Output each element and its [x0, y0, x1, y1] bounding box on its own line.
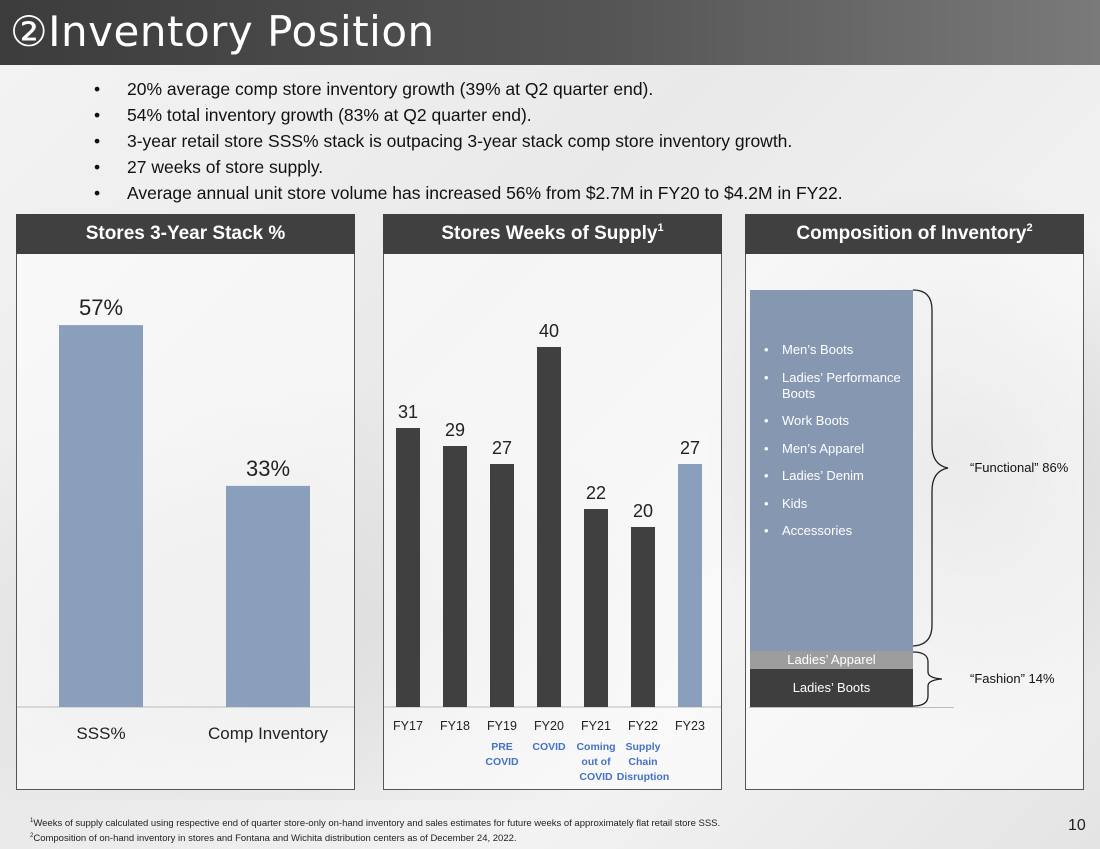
bar-fy22: [631, 527, 655, 707]
functional-brace-icon: [912, 289, 949, 647]
annotation-fy20-0: COVID: [532, 741, 566, 753]
category-label-fy22: FY22: [628, 719, 658, 733]
data-label-fy21: 22: [586, 483, 606, 503]
annotation-fy22-1: Chain: [628, 756, 657, 768]
brace-brackets: [912, 289, 949, 707]
annotation-fy22-2: Disruption: [617, 771, 670, 783]
category-label-0: SSS%: [76, 724, 125, 743]
fashion-brace-icon: [912, 651, 943, 707]
title-bar: ②Inventory Position: [0, 0, 1100, 65]
data-label-1: 33%: [246, 456, 290, 481]
category-label-1: Comp Inventory: [208, 724, 328, 743]
functional-segment: Men’s Boots Ladies’ Performance Boots Wo…: [750, 290, 913, 651]
annotation-fy22-0: Supply: [625, 741, 660, 753]
slide-title: ②Inventory Position: [10, 7, 435, 56]
panel-stack: Stores 3-Year Stack % 57% SSS% 33% Comp Inv…: [16, 214, 355, 790]
bar-fy20: [537, 347, 561, 707]
category-label-fy21: FY21: [581, 719, 611, 733]
bar-1: [226, 485, 310, 707]
bar-0: [59, 325, 143, 707]
panel-wos-title: Stores Weeks of Supply1: [383, 214, 722, 254]
inventory-item: Ladies’ Performance Boots: [762, 370, 912, 402]
bullet-item: 54% total inventory growth (83% at Q2 qu…: [90, 102, 1090, 128]
footnote-2: 2Composition of on-hand inventory in sto…: [30, 833, 517, 845]
footnotes: 1Weeks of supply calculated using respec…: [30, 815, 930, 845]
category-label-fy18: FY18: [440, 719, 470, 733]
panel-wos-title-text: Stores Weeks of Supply: [441, 223, 658, 244]
category-label-fy20: FY20: [534, 719, 564, 733]
data-label-fy18: 29: [445, 420, 465, 440]
ladies-boots-segment: Ladies’ Boots: [750, 669, 913, 707]
bar-fy23: [678, 464, 702, 707]
composition-baseline: [749, 707, 954, 708]
bar-fy18: [443, 446, 467, 707]
inventory-item: Kids: [762, 496, 912, 512]
functional-items: Men’s Boots Ladies’ Performance Boots Wo…: [762, 342, 912, 551]
bar-fy21: [584, 509, 608, 707]
panel-composition-title-text: Composition of Inventory: [796, 223, 1027, 244]
annotation-fy21-0: Coming: [576, 741, 615, 753]
annotation-fy21-2: COVID: [579, 771, 613, 783]
data-label-fy17: 31: [398, 402, 418, 422]
footnote-ref-2: 2: [1026, 222, 1033, 234]
data-label-fy22: 20: [633, 501, 653, 521]
ladies-apparel-segment: Ladies’ Apparel: [750, 651, 913, 669]
fashion-share-label: “Fashion” 14%: [970, 671, 1055, 686]
inventory-item: Work Boots: [762, 413, 912, 429]
data-label-fy19: 27: [492, 438, 512, 458]
bullet-item: 27 weeks of store supply.: [90, 154, 1090, 180]
data-label-fy20: 40: [539, 321, 559, 341]
data-label-0: 57%: [79, 295, 123, 320]
annotation-fy19-1: COVID: [485, 756, 519, 768]
category-label-fy23: FY23: [675, 719, 705, 733]
panel-wos: Stores Weeks of Supply1 31 FY17 29 FY18 27 FY…: [383, 214, 722, 790]
bullet-item: Average annual unit store volume has inc…: [90, 180, 1090, 206]
annotation-fy19-0: PRE: [491, 741, 513, 753]
panel-composition-title: Composition of Inventory2: [745, 214, 1084, 254]
category-label-fy19: FY19: [487, 719, 517, 733]
bullet-item: 20% average comp store inventory growth …: [90, 76, 1090, 102]
bullet-item: 3-year retail store SSS% stack is outpac…: [90, 128, 1090, 154]
page-number: 10: [1068, 817, 1086, 834]
footnote-ref-1: 1: [657, 222, 664, 234]
category-label-fy17: FY17: [393, 719, 423, 733]
functional-share-label: “Functional” 86%: [970, 460, 1069, 475]
summary-bullets: 20% average comp store inventory growth …: [90, 76, 1090, 206]
bar-fy17: [396, 428, 420, 707]
panel-stack-title: Stores 3-Year Stack %: [16, 214, 355, 254]
annotation-fy21-1: out of: [581, 756, 611, 768]
footnote-1: 1Weeks of supply calculated using respec…: [30, 818, 721, 830]
wos-chart: 31 FY17 29 FY18 27 FY19 40 FY20 22 FY21 20 FY22 27 FY…: [384, 321, 721, 783]
stack-chart: 57% SSS% 33% Comp Inventory: [17, 295, 354, 743]
inventory-item: Ladies’ Denim: [762, 468, 912, 484]
bar-fy19: [490, 464, 514, 707]
inventory-item: Men’s Apparel: [762, 441, 912, 457]
inventory-item: Accessories: [762, 523, 912, 539]
inventory-item: Men’s Boots: [762, 342, 912, 358]
data-label-fy23: 27: [680, 438, 700, 458]
